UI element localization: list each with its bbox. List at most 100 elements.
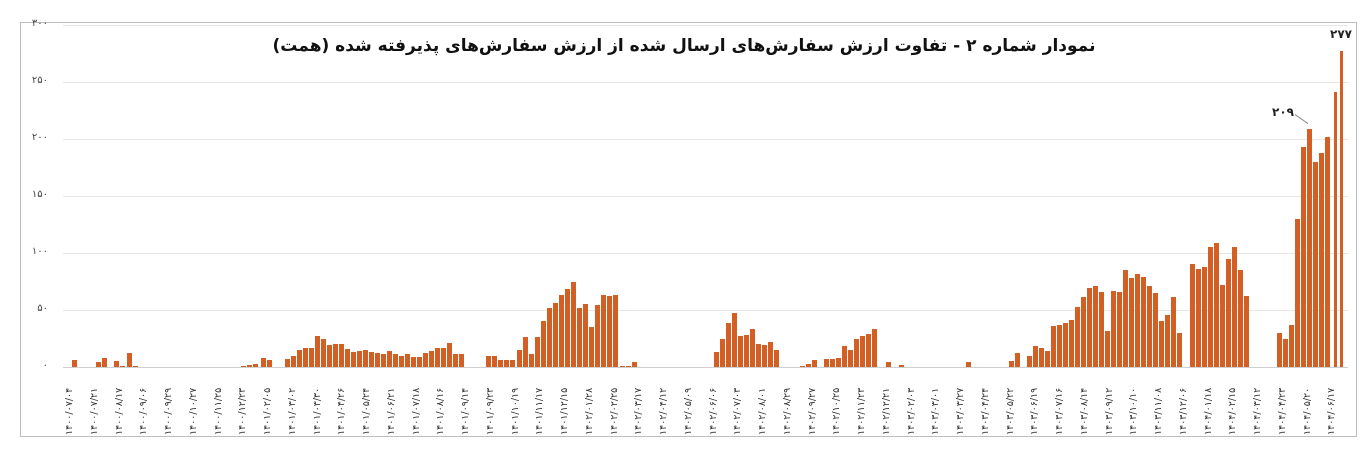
bar	[1075, 306, 1080, 367]
bar	[1051, 325, 1056, 367]
bar	[387, 351, 392, 367]
annotation-max-label: ۲۷۷	[1330, 27, 1352, 41]
bar	[127, 353, 132, 367]
x-tick-label: ۱۴۰۰/۱۰/۲۷	[187, 387, 199, 435]
gridline	[63, 196, 1348, 197]
bar	[1283, 338, 1288, 367]
bar	[339, 344, 344, 367]
bar	[738, 336, 743, 367]
bar	[133, 366, 138, 367]
bar	[1027, 355, 1032, 367]
y-tick-label: ۲۵۰	[31, 75, 48, 86]
gridline	[63, 139, 1348, 140]
bar	[836, 357, 841, 367]
bar	[1153, 292, 1158, 367]
bar	[285, 359, 290, 367]
bar	[315, 336, 320, 367]
bar	[351, 352, 356, 367]
bar	[523, 337, 528, 367]
bar	[899, 365, 904, 367]
bar	[1015, 353, 1020, 367]
x-tick-label: ۱۴۰۲/۰۶/۰۶	[707, 387, 719, 435]
x-tick-label: ۱۴۰۳/۰۸/۱۴	[1078, 387, 1090, 435]
bar	[1208, 247, 1213, 367]
x-tick-label: ۱۴۰۴/۰۴/۲۳	[1276, 387, 1288, 435]
bar	[812, 360, 817, 367]
y-tick-label: ۰	[42, 360, 48, 371]
bar	[756, 344, 761, 367]
bar	[1232, 247, 1237, 367]
bar	[102, 357, 107, 367]
bar	[504, 360, 509, 367]
x-tick-label: ۱۴۰۳/۰۶/۱۹	[1029, 387, 1041, 435]
bar	[1214, 242, 1219, 367]
bar	[1105, 330, 1110, 367]
bar	[860, 336, 865, 367]
bar	[297, 349, 302, 367]
y-tick-label: ۱۵۰	[31, 189, 48, 200]
bar	[1117, 291, 1122, 367]
x-tick-label: ۱۴۰۴/۰۲/۱۵	[1227, 387, 1239, 435]
bar	[459, 354, 464, 367]
x-tick-label: ۱۴۰۱/۰۲/۰۵	[262, 387, 273, 435]
x-tick-label: ۱۴۰۴/۰۱/۱۸	[1202, 387, 1214, 435]
x-tick-label: ۱۴۰۲/۰۹/۲۷	[806, 387, 818, 435]
bar	[120, 365, 125, 367]
bar	[1063, 322, 1068, 367]
bar	[866, 333, 871, 367]
bar	[744, 335, 749, 367]
x-tick-label: ۱۴۰۱/۰۳/۳۰	[311, 387, 323, 435]
x-tick-label: ۱۴۰۱/۰۸/۱۶	[435, 387, 447, 435]
bar	[842, 346, 847, 367]
x-tick-label: ۱۴۰۱/۱۲/۱۵	[559, 387, 570, 435]
bar	[303, 347, 308, 367]
bar	[1190, 264, 1195, 367]
bar	[577, 307, 582, 367]
bar	[492, 355, 497, 367]
bar	[453, 354, 458, 367]
x-tick-label: ۱۴۰۲/۰۲/۲۵	[608, 387, 620, 435]
bar	[435, 347, 440, 367]
bar	[333, 344, 338, 367]
bar	[529, 354, 534, 367]
bar	[375, 353, 380, 367]
bar	[253, 364, 258, 367]
bar	[114, 361, 119, 367]
x-axis-line	[63, 367, 1348, 368]
bar	[571, 281, 576, 367]
bar	[620, 365, 625, 367]
bar	[1159, 321, 1164, 367]
bar	[357, 351, 362, 367]
bar	[429, 351, 434, 367]
bar	[363, 349, 368, 367]
bar	[1093, 286, 1098, 367]
bar	[1141, 276, 1146, 367]
x-tick-label: ۱۴۰۰/۰۸/۱۷	[113, 387, 125, 435]
x-tick-label: ۱۴۰۲/۰۵/۰۹	[682, 387, 694, 435]
bar	[393, 354, 398, 367]
x-tick-label: ۱۴۰۲/۰۸/۲۹	[781, 387, 793, 435]
bar	[441, 347, 446, 367]
x-tick-label: ۱۴۰۱/۰۷/۱۸	[410, 387, 422, 435]
bar	[768, 341, 773, 367]
gridline	[63, 310, 1348, 311]
x-tick-label: ۱۴۰۰/۰۹/۲۹	[163, 387, 174, 435]
x-tick-label: ۱۴۰۰/۱۱/۲۵	[212, 387, 224, 435]
bar	[1045, 351, 1050, 367]
x-tick-label: ۱۴۰۱/۱۱/۱۷	[534, 387, 546, 435]
bar	[417, 356, 422, 367]
x-tick-label: ۱۴۰۱/۰۳/۰۲	[286, 387, 298, 435]
x-tick-label: ۱۴۰۳/۰۳/۰۱	[930, 387, 942, 435]
bar	[1196, 268, 1201, 367]
y-tick-label: ۵۰	[37, 303, 48, 314]
bar	[589, 327, 594, 367]
x-tick-label: ۱۴۰۰/۱۲/۲۳	[237, 387, 249, 435]
bar	[96, 362, 101, 367]
bar	[774, 349, 779, 367]
bar	[309, 347, 314, 367]
x-tick-label: ۱۴۰۱/۰۶/۲۱	[385, 387, 397, 435]
x-tick-label: ۱۴۰۳/۰۵/۲۲	[1004, 387, 1016, 435]
x-tick-label: ۱۴۰۴/۰۳/۱۲	[1252, 387, 1263, 435]
bar	[565, 289, 570, 367]
bar	[553, 303, 558, 367]
